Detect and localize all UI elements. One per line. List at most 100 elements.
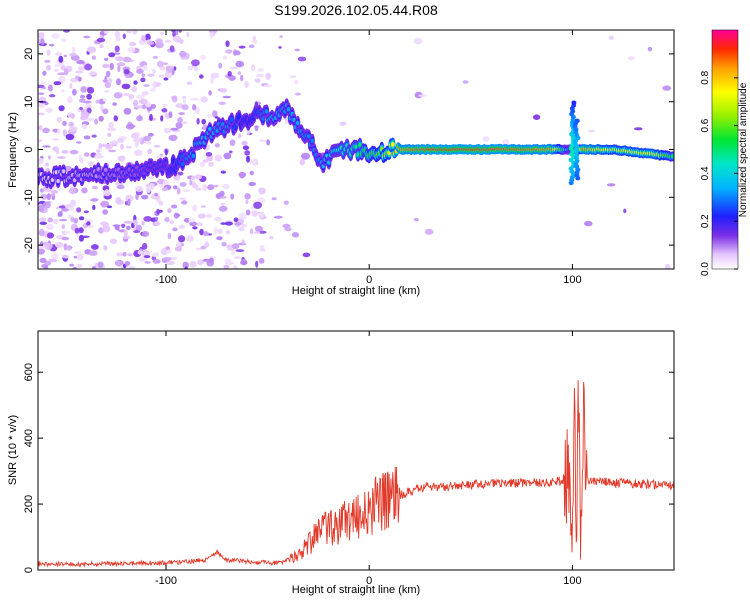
spectrogram-speckle — [238, 227, 245, 232]
colorbar-ticks: 0.0 0.2 0.4 0.6 0.8 — [700, 70, 738, 276]
spectrogram-speckle — [88, 161, 94, 167]
spectrogram-speckle — [414, 91, 423, 99]
spectrogram-speckle — [181, 200, 188, 205]
spectrogram-speckle — [197, 259, 205, 266]
spectrogram-speckle — [248, 181, 256, 187]
spectrogram-speckle — [86, 93, 92, 100]
spectrogram-speckle — [164, 148, 168, 156]
spectrogram-speckle — [113, 92, 123, 99]
spectrogram-speckle — [134, 149, 143, 156]
spectrogram-speckle — [166, 249, 172, 254]
spectrogram-speckle — [177, 117, 184, 123]
colorbar: 0.0 0.2 0.4 0.6 0.8 Normalized spectral ampl… — [700, 29, 749, 276]
spectrogram-speckle — [154, 251, 159, 256]
spectrogram-speckle — [208, 161, 214, 167]
spectrogram-frame — [37, 29, 675, 270]
spectrogram-speckle — [142, 105, 146, 110]
spectrogram-speckle — [182, 95, 187, 99]
spectrogram-speckle — [42, 201, 51, 209]
spectrogram-speckle — [88, 71, 98, 76]
spectrogram-speckle — [141, 231, 150, 237]
spectrogram-y-tick-label: -20 — [23, 237, 35, 253]
spectrogram-speckle — [115, 197, 122, 204]
spectrogram-speckle — [266, 139, 270, 146]
spectrogram-speckle — [122, 235, 131, 240]
spectrogram-speckle — [170, 204, 178, 209]
spectrogram-speckle — [76, 207, 82, 213]
spectrogram-speckle — [196, 174, 203, 180]
spectrogram-speckle — [116, 184, 125, 190]
spectrogram-speckle — [83, 35, 91, 39]
spectrogram-speckle — [235, 249, 245, 253]
spectrogram-speckle — [136, 68, 144, 74]
spectrogram-speckle — [98, 227, 104, 234]
spectrogram-ridge-core — [191, 153, 196, 159]
spectrogram-speckle — [178, 224, 185, 229]
spectrogram-speckle — [175, 30, 179, 36]
spectrogram-speckle — [66, 244, 72, 251]
spectrogram-speckle — [297, 56, 307, 62]
spectrogram-speckle — [189, 260, 197, 268]
spectrogram-speckle — [164, 128, 171, 134]
spectrogram-speckle — [162, 257, 172, 262]
spectrogram-ridge-core — [61, 169, 66, 174]
spectrogram-speckle — [289, 75, 297, 79]
spectrogram-speckle — [162, 180, 169, 185]
spectrogram-speckle — [84, 63, 92, 71]
spectrogram-speckle — [178, 112, 185, 116]
spectrogram-speckle — [186, 235, 194, 242]
spectrogram-ridge-core — [295, 120, 300, 126]
spectrogram-speckle — [102, 98, 107, 102]
spectrogram-speckle — [169, 220, 174, 225]
spectrogram-speckle — [39, 257, 47, 264]
spectrogram-speckle — [220, 222, 226, 225]
spectrogram-speckle — [150, 103, 156, 109]
spectrogram-speckle — [284, 227, 292, 232]
spectrogram-speckle — [197, 213, 206, 219]
spectrogram-y-tick-label: 0 — [23, 146, 35, 152]
spectrogram-speckle — [57, 211, 62, 217]
spectrogram-speckle — [84, 103, 93, 110]
spectrogram-speckle — [137, 250, 143, 255]
spectrogram-speckle — [254, 78, 261, 83]
spectrogram-speckle — [224, 258, 231, 264]
spectrogram-speckle — [413, 37, 423, 45]
spectrogram-ridge-core — [56, 178, 60, 184]
spectrogram-speckle — [102, 225, 111, 233]
spectrogram-speckle — [135, 105, 144, 109]
spectrogram-speckle — [94, 153, 102, 159]
spectrogram-speckle — [172, 35, 179, 43]
spectrogram-speckle — [238, 212, 247, 220]
spectrogram-speckle — [116, 78, 121, 86]
spectrogram-speckle — [127, 198, 131, 206]
spectrogram-speckle — [199, 161, 206, 167]
spectrogram-speckle — [124, 261, 131, 266]
spectrogram-speckle — [53, 81, 62, 86]
spectrogram-x-tick-label: 100 — [563, 274, 581, 286]
spectrogram-speckle — [102, 209, 108, 215]
spectrogram-speckle — [154, 192, 158, 197]
spectrogram-ridge-core — [169, 167, 174, 172]
spectrogram-speckle — [205, 213, 212, 218]
snr-y-tick-label: 600 — [23, 363, 35, 381]
spectrogram-speckle — [208, 257, 214, 264]
spectrogram-speckle — [263, 84, 273, 88]
spectrogram-speckle — [102, 108, 109, 115]
spectrogram-speckle — [189, 179, 193, 186]
spectrogram-speckle — [216, 236, 223, 241]
spectrogram-speckle — [63, 243, 68, 251]
spectrogram-speckle — [141, 35, 146, 42]
colorbar-tick-label: 0.0 — [700, 262, 711, 276]
spectrogram-speckle — [164, 71, 173, 79]
spectrogram-speckle — [241, 239, 245, 245]
spectrogram-speckle — [128, 94, 135, 99]
spectrogram-speckle — [161, 108, 168, 113]
spectrogram-speckle — [259, 245, 265, 251]
spectrogram-speckle — [224, 221, 233, 226]
spectrogram-speckle — [59, 218, 68, 222]
spectrogram-speckle — [75, 75, 79, 80]
spectrogram-speckle — [144, 261, 151, 264]
spectrogram-speckle — [135, 224, 143, 232]
spectrogram-speckle — [107, 78, 113, 84]
